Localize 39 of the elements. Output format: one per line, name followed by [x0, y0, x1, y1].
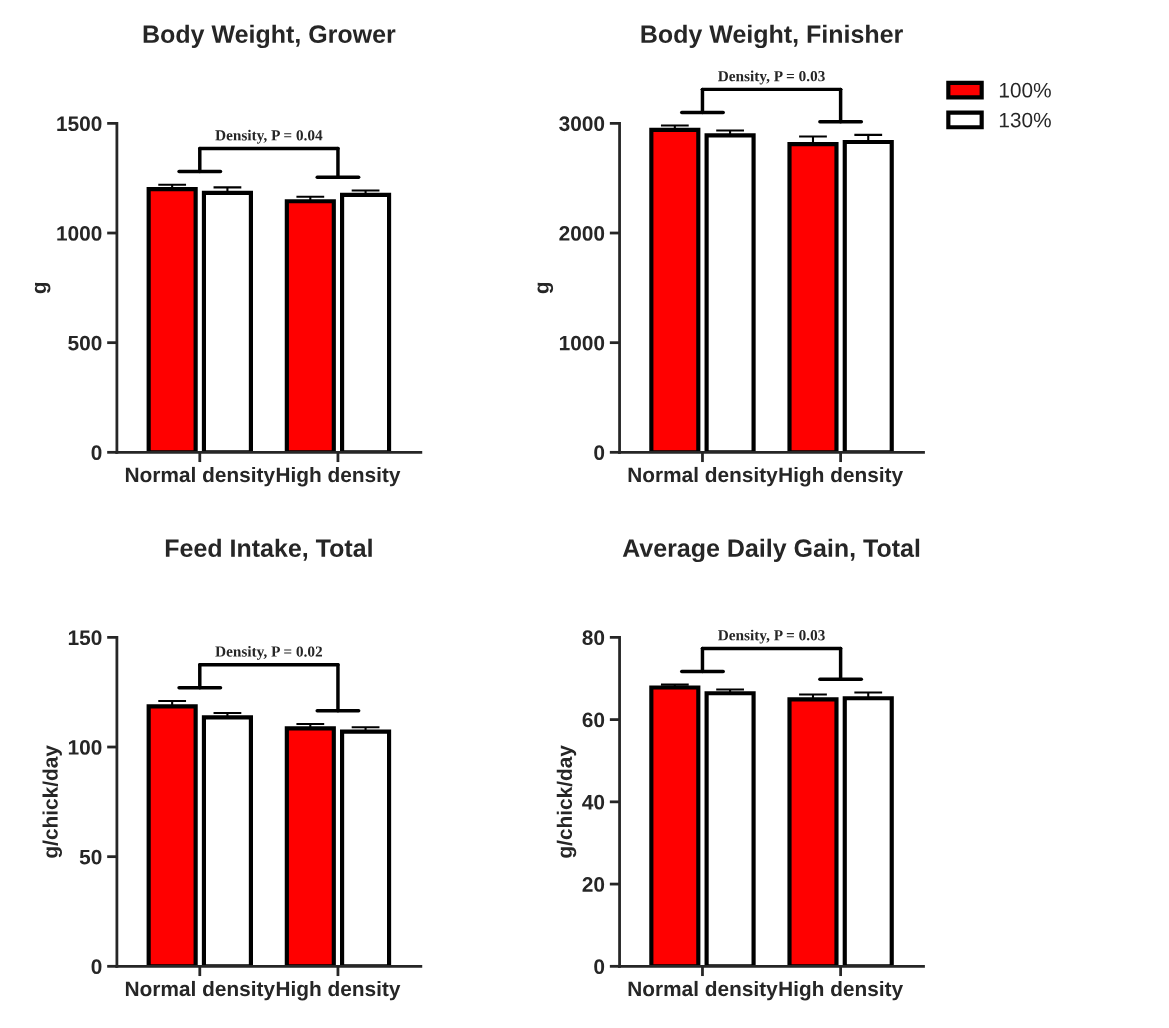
- y-tick-label: 0: [91, 959, 102, 975]
- annotation: Density, P = 0.02: [215, 645, 323, 660]
- y-tick-label: 150: [68, 630, 102, 646]
- y-tick-label: 50: [79, 849, 102, 865]
- y-axis-title: g/chick/day: [42, 745, 63, 858]
- chart-title: Body Weight, Grower: [143, 24, 396, 49]
- x-tick-label: Normal density: [125, 980, 275, 1001]
- chart-title: Feed Intake, Total: [165, 538, 372, 561]
- y-tick-label: 1500: [57, 116, 102, 132]
- y-tick-label: 500: [68, 335, 102, 351]
- y-tick-label: 40: [582, 794, 605, 810]
- y-axis-title: g/chick/day: [556, 745, 577, 858]
- legend-label: 100%: [999, 82, 1051, 98]
- x-tick-label: High density: [276, 980, 401, 1001]
- y-tick-label: 20: [582, 877, 605, 892]
- annotation: Density, P = 0.03: [718, 629, 825, 644]
- y-axis-title: g: [34, 282, 51, 294]
- x-tick-label: High density: [779, 466, 904, 487]
- annotation: Density, P = 0.04: [215, 129, 323, 144]
- y-tick-label: 1000: [559, 335, 605, 351]
- chart-title: Body Weight, Finisher: [641, 24, 903, 49]
- x-tick-label: Normal density: [628, 466, 778, 487]
- y-tick-label: 0: [594, 445, 605, 461]
- y-axis-title: g: [537, 282, 554, 294]
- y-tick-label: 60: [582, 712, 605, 728]
- x-tick-label: High density: [779, 980, 904, 1001]
- y-tick-label: 80: [582, 630, 605, 646]
- x-tick-label: Normal density: [125, 466, 275, 487]
- y-tick-label: 3000: [559, 116, 605, 132]
- legend-label: 130%: [999, 112, 1051, 128]
- y-tick-label: 100: [68, 740, 102, 755]
- y-tick-label: 0: [91, 445, 102, 461]
- y-tick-label: 1000: [57, 226, 102, 241]
- chart-title: Average Daily Gain, Total: [622, 538, 920, 563]
- text: Density, P = 0.03: [718, 70, 825, 85]
- x-tick-label: Normal density: [628, 980, 778, 1001]
- y-tick-label: 2000: [559, 226, 605, 241]
- x-tick-label: High density: [276, 466, 401, 487]
- y-tick-label: 0: [594, 959, 605, 975]
